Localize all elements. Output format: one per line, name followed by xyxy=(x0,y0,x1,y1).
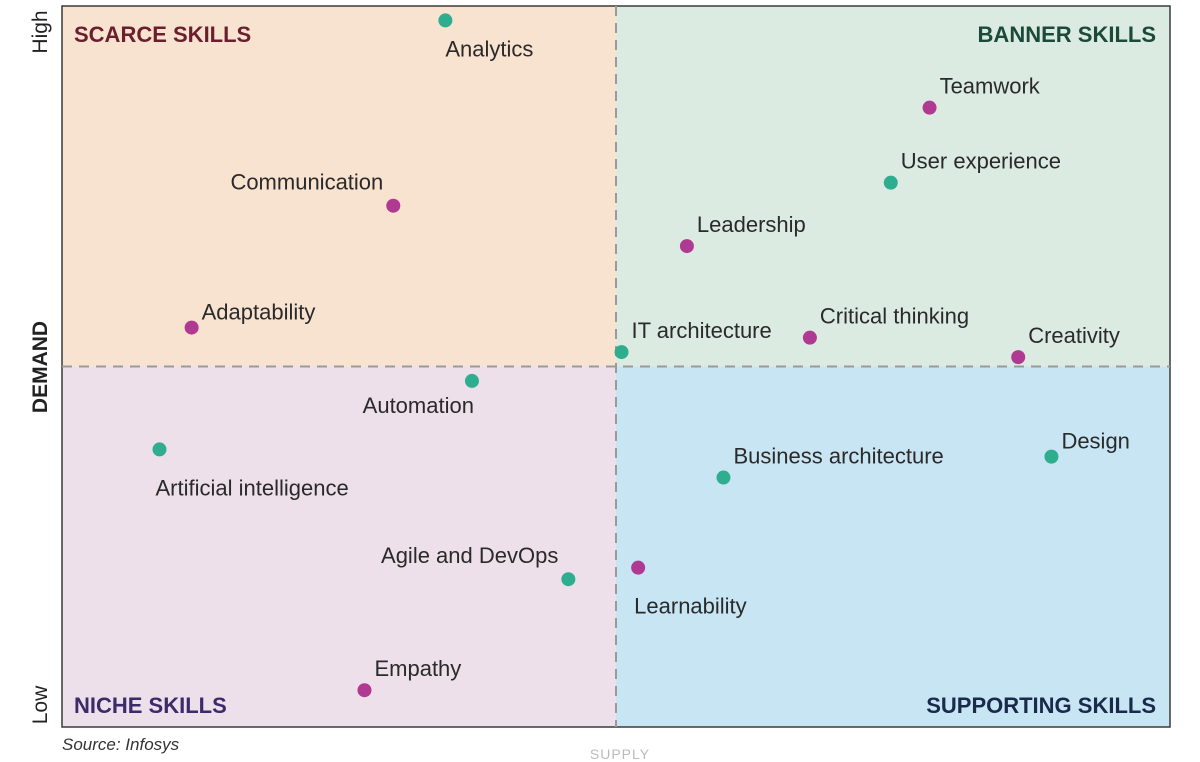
point-label-communication: Communication xyxy=(230,170,383,195)
quadrant-niche xyxy=(62,366,616,727)
point-user-experience xyxy=(883,175,898,190)
point-label-leadership: Leadership xyxy=(697,212,806,237)
axes: DEMAND High Low xyxy=(29,10,52,724)
quadrant-dividers xyxy=(62,6,1170,727)
point-label-teamwork: Teamwork xyxy=(940,74,1041,99)
quadrant-title-supporting: SUPPORTING SKILLS xyxy=(926,693,1156,718)
quadrant-title-niche: NICHE SKILLS xyxy=(74,693,227,718)
quadrant-title-scarce: SCARCE SKILLS xyxy=(74,22,251,47)
point-label-business-architecture: Business architecture xyxy=(733,444,943,469)
point-label-artificial-intelligence: Artificial intelligence xyxy=(156,475,349,500)
point-artificial-intelligence xyxy=(152,442,167,457)
point-creativity xyxy=(1011,350,1026,365)
point-label-empathy: Empathy xyxy=(374,656,461,681)
point-communication xyxy=(386,198,401,213)
point-label-analytics: Analytics xyxy=(445,36,533,61)
point-critical-thinking xyxy=(802,330,817,345)
point-empathy xyxy=(357,683,372,698)
y-axis-high-label: High xyxy=(29,10,52,53)
point-business-architecture xyxy=(716,470,731,485)
point-label-it-architecture: IT architecture xyxy=(632,318,772,343)
point-label-automation: Automation xyxy=(363,393,474,418)
point-automation xyxy=(464,373,479,388)
quadrant-titles: SCARCE SKILLS BANNER SKILLS NICHE SKILLS SU… xyxy=(74,22,1156,718)
point-label-creativity: Creativity xyxy=(1028,323,1120,348)
quadrant-supporting xyxy=(616,366,1170,727)
source-note: Source: Infosys xyxy=(62,735,180,754)
point-label-agile-and-devops: Agile and DevOps xyxy=(381,543,558,568)
quadrant-title-banner: BANNER SKILLS xyxy=(978,22,1156,47)
point-analytics xyxy=(438,13,453,28)
quadrant-scarce xyxy=(62,6,616,367)
point-label-user-experience: User experience xyxy=(901,149,1061,174)
point-label-critical-thinking: Critical thinking xyxy=(820,304,969,329)
point-label-adaptability: Adaptability xyxy=(202,300,316,325)
point-design xyxy=(1044,449,1059,464)
x-axis-label: SUPPLY xyxy=(589,746,651,762)
point-agile-and-devops xyxy=(561,572,576,587)
point-teamwork xyxy=(922,100,937,115)
point-it-architecture xyxy=(614,345,629,360)
point-adaptability xyxy=(184,320,199,335)
point-label-learnability: Learnability xyxy=(634,594,747,619)
point-learnability xyxy=(631,560,646,575)
data-points: Analytics Communication Adaptability Teamwo… xyxy=(152,13,1130,698)
point-leadership xyxy=(679,239,694,254)
y-axis-label: DEMAND xyxy=(29,321,52,413)
y-axis-low-label: Low xyxy=(29,685,52,724)
point-label-design: Design xyxy=(1061,429,1129,454)
